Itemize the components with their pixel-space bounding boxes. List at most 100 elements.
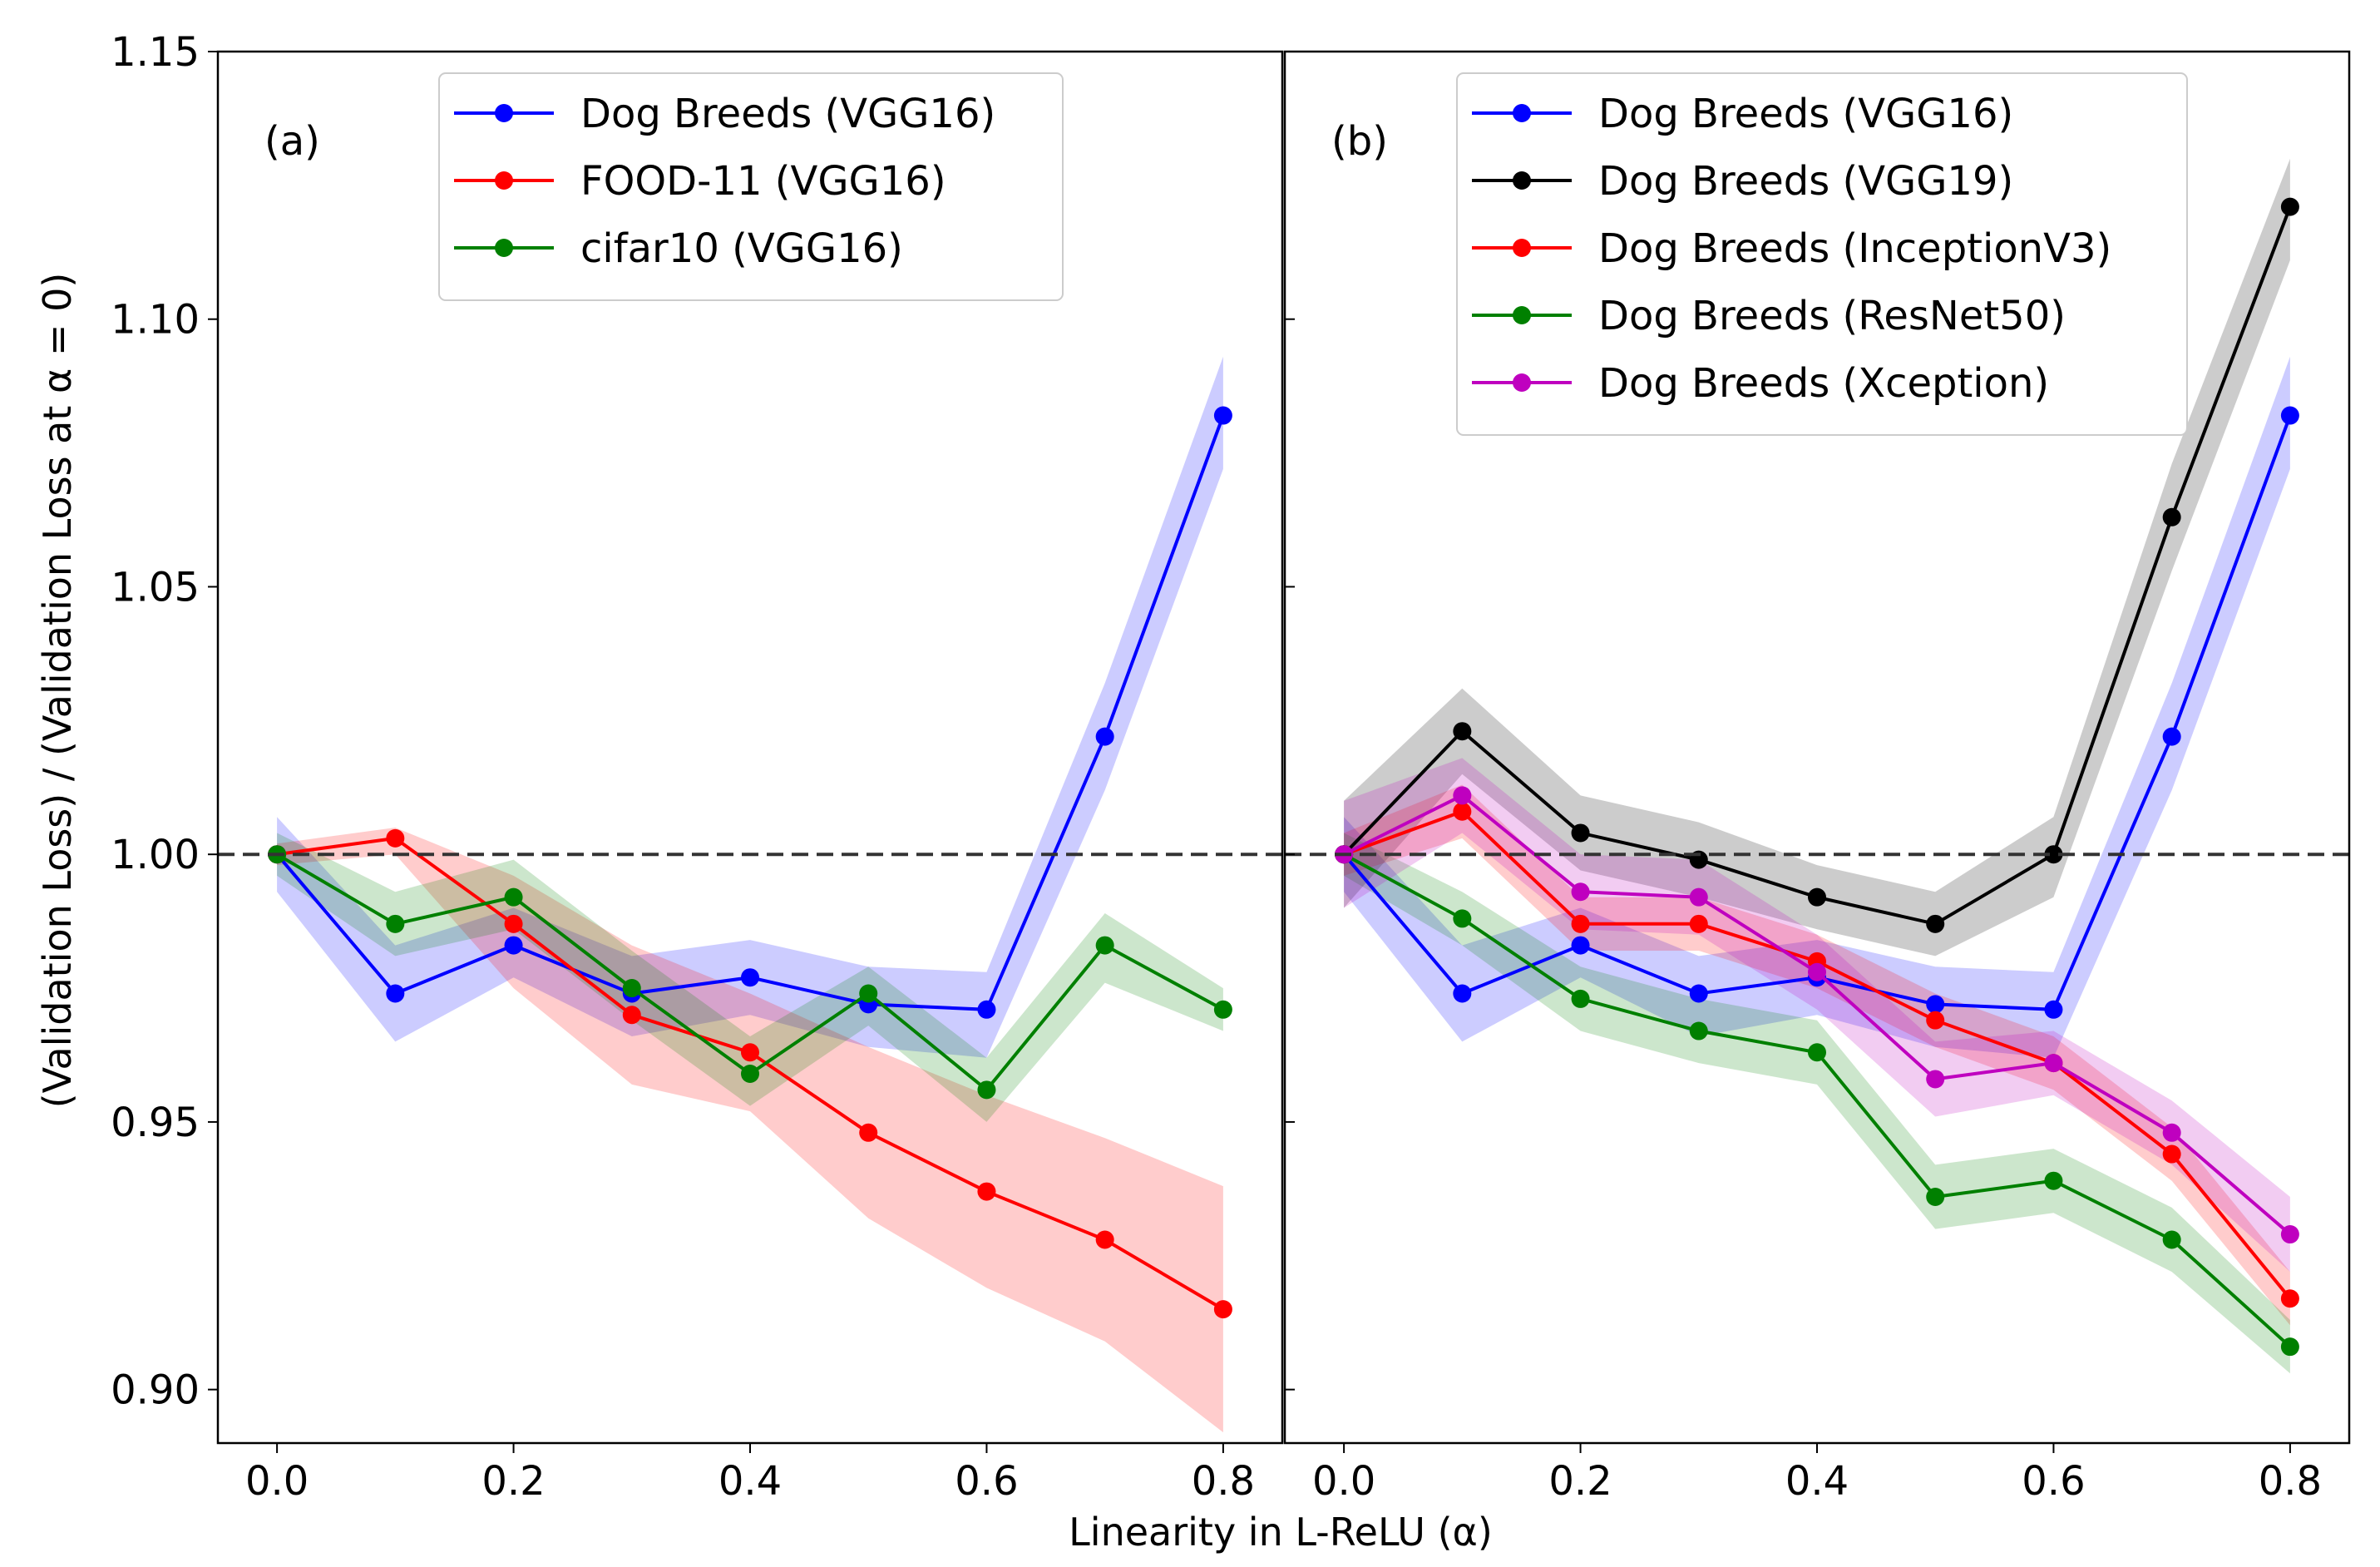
confidence-band-1: [277, 356, 1223, 1058]
data-point: [2280, 197, 2299, 216]
y-tick-label: 1.15: [111, 29, 200, 76]
data-point: [1095, 727, 1114, 746]
data-point: [1571, 914, 1590, 933]
data-point: [1453, 802, 1472, 821]
legend-label: Dog Breeds (ResNet50): [1598, 293, 2066, 339]
data-point: [1689, 1021, 1708, 1041]
data-point: [1453, 722, 1472, 741]
data-point: [1571, 936, 1590, 955]
legend-marker: [1513, 306, 1531, 324]
data-point: [741, 968, 759, 987]
data-point: [1453, 909, 1472, 928]
data-point: [2162, 507, 2181, 526]
data-point: [2280, 1289, 2299, 1308]
data-point: [386, 828, 405, 848]
confidence-band-2: [277, 828, 1223, 1433]
x-tick-label: 0.4: [1785, 1458, 1849, 1505]
y-tick-label: 0.95: [111, 1100, 200, 1146]
panel-label: (a): [264, 118, 320, 165]
data-point: [1453, 786, 1472, 805]
x-tick-label: 0.4: [718, 1458, 782, 1505]
data-point: [1689, 887, 1708, 907]
data-point: [1213, 1000, 1232, 1019]
data-point: [977, 1080, 996, 1100]
data-point: [2162, 727, 2181, 746]
x-tick-label: 0.6: [955, 1458, 1018, 1505]
x-tick-label: 0.2: [481, 1458, 545, 1505]
data-point: [1926, 914, 1945, 933]
confidence-band-4: [1344, 833, 2290, 1374]
data-point: [2280, 406, 2299, 425]
data-point: [1926, 1070, 1945, 1089]
data-point: [1213, 406, 1232, 425]
data-point: [1095, 936, 1114, 955]
panel-b: 0.0 0.2 0.4 0.6 0.8 (b) Dog Breeds (VGG16) Dog …: [1283, 50, 2351, 1505]
legend-label: Dog Breeds (InceptionV3): [1598, 225, 2111, 272]
legend-label: Dog Breeds (VGG16): [580, 91, 995, 137]
y-axis-label: (Validation Loss) / (Validation Loss at …: [35, 273, 80, 1109]
data-point: [977, 1182, 996, 1201]
data-point: [386, 914, 405, 933]
legend-label: Dog Breeds (Xception): [1598, 360, 2049, 407]
data-point: [504, 887, 523, 907]
data-point: [977, 1000, 996, 1019]
x-tick-label: 0.0: [1312, 1458, 1375, 1505]
confidence-band-1: [1344, 356, 2290, 1058]
data-point: [622, 979, 641, 998]
x-tick-label: 0.2: [1548, 1458, 1612, 1505]
legend-marker: [1513, 104, 1531, 122]
legend-label: cifar10 (VGG16): [580, 225, 903, 272]
x-tick-label: 0.6: [2022, 1458, 2085, 1505]
data-point: [1095, 1230, 1114, 1249]
data-point: [1571, 989, 1590, 1008]
data-point: [859, 1123, 878, 1142]
data-point: [1808, 1043, 1826, 1062]
data-point: [1213, 1300, 1232, 1319]
legend-label: FOOD-11 (VGG16): [580, 158, 946, 205]
data-point: [2044, 1054, 2063, 1073]
data-point: [1926, 1011, 1945, 1030]
legend-box: [438, 72, 1064, 301]
data-point: [2280, 1337, 2299, 1357]
data-point: [504, 914, 523, 933]
x-tick-label: 0.8: [1192, 1458, 1255, 1505]
legend-label: Dog Breeds (VGG19): [1598, 158, 2013, 205]
data-point: [2044, 1171, 2063, 1190]
data-point: [1926, 995, 1945, 1014]
data-point: [1571, 882, 1590, 902]
data-point: [2162, 1230, 2181, 1249]
legend-marker: [495, 171, 513, 190]
data-point: [2280, 1225, 2299, 1244]
data-point: [2162, 1123, 2181, 1142]
data-point: [1453, 984, 1472, 1003]
panel-a: 0.0 0.2 0.4 0.6 0.8 0.90 0.95 1.00 1.05 1.10 1.15 (…: [111, 29, 1284, 1505]
y-tick-label: 1.10: [111, 297, 200, 344]
legend-marker: [1513, 239, 1531, 257]
y-tick-label: 1.00: [111, 832, 200, 878]
data-point: [1689, 984, 1708, 1003]
y-tick-label: 1.05: [111, 564, 200, 610]
y-tick-label: 0.90: [111, 1367, 200, 1414]
data-point: [1808, 962, 1826, 981]
data-point: [2044, 1000, 2063, 1019]
data-point: [741, 1043, 759, 1062]
data-point: [1808, 887, 1826, 907]
x-tick-label: 0.8: [2259, 1458, 2322, 1505]
data-point: [504, 936, 523, 955]
data-point: [741, 1065, 759, 1084]
legend-marker: [1513, 373, 1531, 392]
data-point: [1926, 1188, 1945, 1207]
data-point: [2044, 845, 2063, 864]
data-point: [386, 984, 405, 1003]
legend-marker: [495, 104, 513, 122]
data-point: [1689, 914, 1708, 933]
x-axis-label: Linearity in L-ReLU (α): [1069, 1510, 1493, 1555]
x-tick-label: 0.0: [245, 1458, 309, 1505]
legend-label: Dog Breeds (VGG16): [1598, 91, 2013, 137]
data-point: [859, 984, 878, 1003]
data-point: [1571, 823, 1590, 843]
data-point: [2162, 1144, 2181, 1164]
legend-box: [1456, 72, 2188, 436]
legend-marker: [495, 239, 513, 257]
